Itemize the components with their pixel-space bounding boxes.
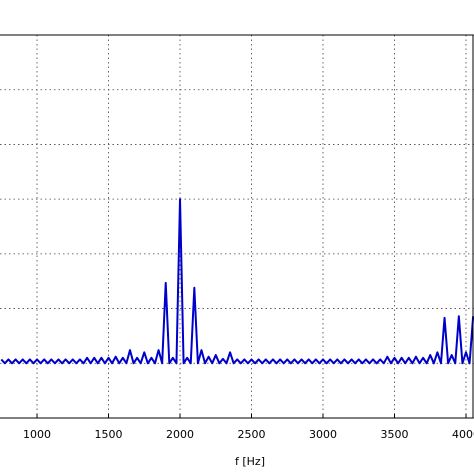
x-tick-label: 1000 bbox=[23, 428, 51, 441]
x-axis-label: f [Hz] bbox=[235, 455, 265, 468]
plot-area bbox=[0, 198, 474, 365]
spectrum-line bbox=[0, 198, 474, 365]
x-tick-label: 2000 bbox=[166, 428, 194, 441]
grid bbox=[0, 34, 474, 419]
x-tick-label: 2500 bbox=[238, 428, 266, 441]
x-tick-label: 3500 bbox=[380, 428, 408, 441]
x-tick-label: 1500 bbox=[95, 428, 123, 441]
axes-frame bbox=[0, 34, 474, 419]
x-tick-label: 3000 bbox=[309, 428, 337, 441]
x-tick-label: 4000 bbox=[452, 428, 474, 441]
